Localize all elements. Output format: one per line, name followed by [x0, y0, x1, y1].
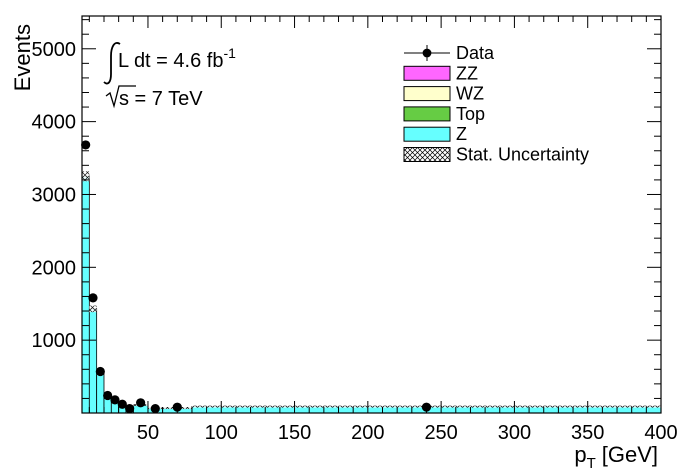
integral-sign-icon	[103, 42, 121, 85]
data-point-7	[136, 398, 146, 408]
legend-swatch-hatch	[403, 147, 451, 162]
x-tick-label-50: 50	[137, 422, 159, 444]
x-tick-label-100: 100	[205, 422, 238, 444]
x-axis-label-main: p	[574, 442, 586, 467]
y-tick-label-5000: 5000	[32, 39, 77, 61]
data-point-6	[125, 404, 135, 414]
data-point-8	[150, 404, 160, 414]
y-tick-label-3000: 3000	[32, 184, 77, 206]
z-bin-1	[88, 308, 98, 414]
energy-annotation: s = 7 TeV	[105, 85, 203, 110]
legend-data-marker-icon	[422, 48, 432, 58]
legend-item-stat-uncertainty: Stat. Uncertainty	[403, 145, 589, 165]
luminosity-annotation: L dt = 4.6 fb-1	[103, 42, 236, 85]
z-bin-0	[81, 175, 90, 414]
luminosity-text: L dt = 4.6 fb-1	[118, 45, 236, 72]
legend-swatch-top	[403, 106, 451, 122]
y-tick-label-4000: 4000	[32, 112, 77, 134]
legend-label-zz: ZZ	[456, 63, 478, 83]
legend-label-data: Data	[456, 43, 495, 63]
x-tick-label-350: 350	[571, 422, 604, 444]
legend-item-z: Z	[403, 124, 467, 144]
legend-swatch-zz	[403, 65, 451, 81]
data-point-0	[81, 140, 91, 150]
tick-labels: 50 100 150 200 250 300 350 400 1000 2000 3000 4000 5…	[32, 39, 678, 444]
y-axis-label: Events	[10, 24, 35, 91]
plot-frame	[81, 15, 662, 414]
stat-uncertainty-0	[82, 171, 90, 182]
legend-label-top: Top	[456, 104, 485, 124]
luminosity-value: L dt = 4.6 fb	[118, 50, 223, 72]
legend-swatch-z	[403, 126, 451, 142]
legend-item-data: Data	[404, 43, 495, 63]
data-point-3	[103, 390, 113, 401]
data-point-5	[117, 399, 127, 409]
histogram-bars	[81, 171, 662, 414]
data-point-2	[95, 366, 105, 377]
energy-text: s = 7 TeV	[119, 88, 203, 110]
x-axis-label-sub: T	[587, 455, 596, 472]
luminosity-exponent: -1	[223, 45, 236, 61]
legend-label-wz: WZ	[456, 84, 484, 104]
x-tick-label-150: 150	[278, 422, 311, 444]
x-axis-label: pT [GeV]	[574, 442, 658, 472]
x-tick-label-200: 200	[351, 422, 384, 444]
data-points	[81, 140, 432, 414]
y-tick-label-2000: 2000	[32, 257, 77, 279]
sqrt-sign-icon	[105, 85, 136, 109]
axis-ticks	[82, 16, 662, 413]
data-point-1	[88, 293, 98, 303]
legend-label-z: Z	[456, 124, 467, 144]
legend-item-top: Top	[403, 104, 485, 124]
x-axis-label-unit: [GeV]	[602, 442, 658, 467]
legend-label-stat-uncertainty: Stat. Uncertainty	[456, 145, 589, 165]
stat-uncertainty-1	[89, 305, 97, 313]
x-tick-label-400: 400	[644, 422, 677, 444]
legend-swatch-wz	[403, 86, 451, 102]
data-point-4	[110, 395, 120, 405]
y-tick-label-1000: 1000	[32, 330, 77, 352]
legend-item-wz: WZ	[403, 84, 484, 104]
x-tick-label-300: 300	[498, 422, 531, 444]
z-bin-2	[96, 371, 105, 414]
x-tick-label-250: 250	[424, 422, 457, 444]
legend-item-zz: ZZ	[403, 63, 478, 83]
